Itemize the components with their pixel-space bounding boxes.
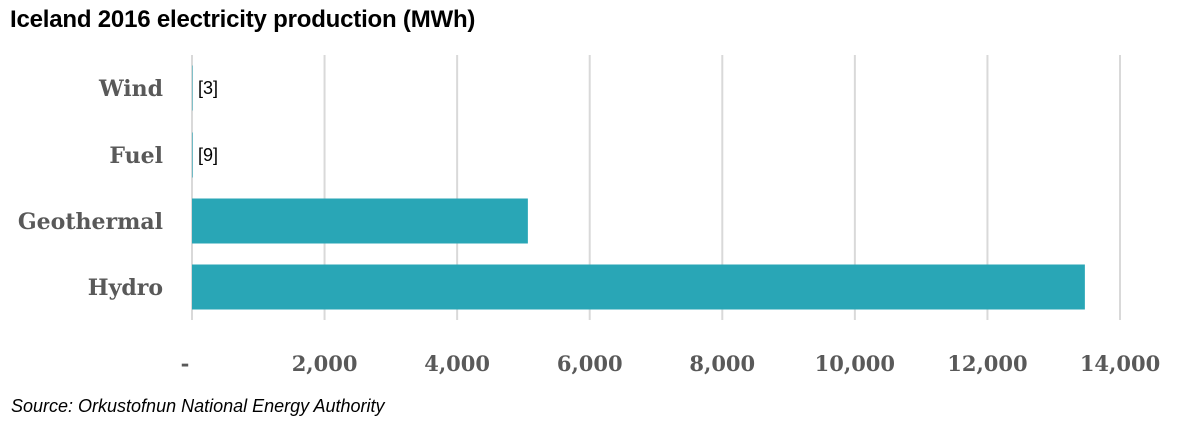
- category-label-hydro: Hydro: [88, 275, 163, 301]
- chart-title: Iceland 2016 electricity production (MWh…: [10, 6, 476, 33]
- x-tick-label-7: 14,000: [1080, 351, 1160, 376]
- bar-fuel: [192, 132, 193, 178]
- x-tick-label-5: 10,000: [815, 351, 895, 376]
- bar-hydro: [192, 264, 1085, 310]
- category-label-fuel: Fuel: [109, 143, 163, 169]
- x-tick-label-2: 4,000: [424, 351, 490, 376]
- bar-wind: [192, 65, 193, 111]
- data-label-fuel: [9]: [198, 145, 218, 165]
- x-tick-label-4: 8,000: [689, 351, 755, 376]
- source-note: Source: Orkustofnun National Energy Auth…: [11, 396, 385, 416]
- x-tick-label-6: 12,000: [947, 351, 1027, 376]
- bar-geothermal: [192, 198, 528, 244]
- category-label-wind: Wind: [98, 76, 163, 102]
- category-label-geothermal: Geothermal: [18, 209, 163, 235]
- x-tick-label-3: 6,000: [557, 351, 623, 376]
- x-tick-label-0: -: [181, 351, 190, 376]
- x-tick-label-1: 2,000: [292, 351, 358, 376]
- data-label-wind: [3]: [198, 78, 218, 98]
